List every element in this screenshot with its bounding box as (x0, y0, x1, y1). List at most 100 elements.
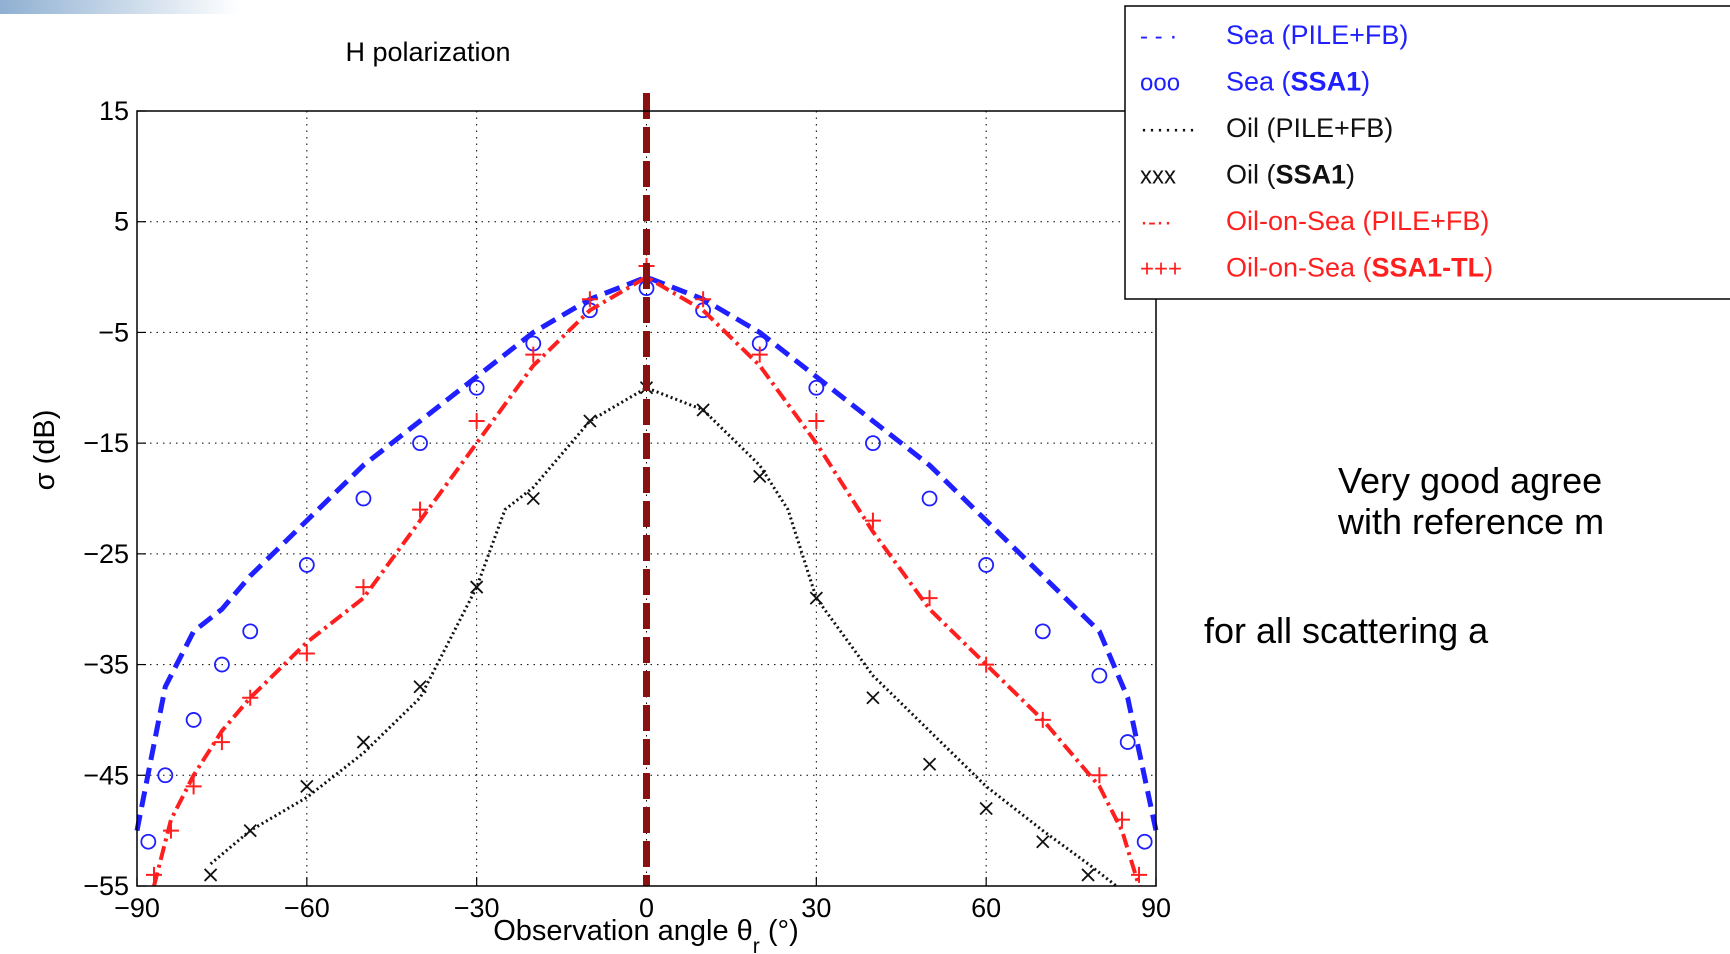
data-point (581, 291, 598, 308)
legend-label: Oil-on-Sea (PILE+FB) (1226, 206, 1489, 236)
y-tick-label: −55 (83, 871, 129, 901)
data-point (203, 868, 218, 882)
data-point (355, 579, 372, 596)
y-tick-label: −45 (83, 760, 129, 790)
grid (136, 110, 1157, 887)
data-point (865, 435, 881, 452)
legend-label: Sea (PILE+FB) (1226, 20, 1408, 50)
series-oil_ssa1 (203, 381, 1095, 882)
legend-label: Oil (PILE+FB) (1226, 113, 1393, 143)
legend-symbol: ······· (1140, 116, 1196, 143)
data-point (157, 767, 174, 784)
legend-box (1124, 5, 1730, 300)
legend-symbol: ooo (1140, 70, 1180, 97)
data-point (412, 501, 429, 518)
data-point (866, 691, 880, 705)
series-sea_ssa1 (140, 280, 1153, 850)
data-point (242, 623, 259, 640)
legend-item: - - · Sea (PILE+FB) (1140, 20, 1408, 50)
series-line (152, 274, 1141, 887)
y-tick-label: −5 (98, 317, 129, 347)
legend-item: ······· Oil (PILE+FB) (1140, 113, 1393, 143)
data-point (921, 590, 938, 607)
data-point (243, 824, 257, 838)
data-point (162, 822, 179, 839)
tick-labels: −90 −60 −30 0 30 60 90 15 5 −5 −15 −25 −35 −45 −55 (83, 96, 1171, 923)
y-tick-label: −35 (83, 650, 129, 680)
data-point (413, 680, 427, 694)
x-tick-label: 90 (1141, 893, 1171, 923)
legend-symbol: - - · (1140, 23, 1177, 50)
series-sea_pile (134, 274, 1159, 832)
data-point (468, 413, 485, 429)
data-point (809, 591, 823, 605)
annotation-line-3: for all scattering a (1204, 610, 1489, 651)
y-tick-label: 5 (114, 207, 129, 237)
data-point (808, 413, 825, 429)
data-point (470, 580, 484, 594)
series-oos_pile (152, 274, 1141, 887)
y-tick-label: −25 (83, 539, 129, 569)
data-point (140, 833, 157, 850)
y-axis-label: σ (dB) (29, 410, 61, 491)
x-tick-label: −30 (454, 893, 500, 923)
legend-label: Oil-on-Sea (SSA1-TL) (1226, 253, 1493, 283)
data-point (979, 801, 993, 816)
x-tick-label: 30 (801, 893, 831, 923)
data-point (300, 779, 314, 793)
series-line (209, 386, 1118, 888)
data-point (1136, 833, 1153, 850)
legend: - - · Sea (PILE+FB) ooo Sea (SSA1) ······· Oi… (1124, 5, 1730, 300)
data-point (808, 379, 825, 396)
series-oos_ssa1tl (145, 258, 1148, 883)
x-tick-label: 0 (639, 893, 654, 923)
data-point (526, 491, 540, 506)
data-point (242, 689, 259, 706)
slide-accent-bar (0, 0, 240, 14)
annotation-line-2: with reference m (1338, 501, 1605, 542)
x-tick-label: −60 (284, 893, 330, 923)
annotation-line-1: Very good agree (1338, 460, 1603, 501)
data-point (185, 712, 202, 728)
data-point (1091, 767, 1108, 784)
data-point (753, 469, 767, 483)
legend-item: ooo Sea (SSA1) (1140, 67, 1370, 97)
legend-symbol: xxx (1140, 163, 1176, 190)
data-point (525, 346, 542, 363)
data-point (751, 346, 768, 363)
data-point (1091, 667, 1108, 684)
data-point (356, 735, 371, 749)
x-axis-label: Observation angle θr (°) (493, 915, 799, 954)
data-point (355, 490, 372, 507)
data-point (145, 866, 162, 883)
series-line (134, 274, 1159, 832)
data-point (1131, 866, 1148, 883)
data-point (696, 403, 710, 417)
plot-frame (136, 110, 1157, 887)
series-oil_pile (209, 386, 1118, 888)
legend-item: +++ Oil-on-Sea (SSA1-TL) (1140, 253, 1493, 283)
series-layer (134, 258, 1159, 888)
x-tick-label: −90 (114, 893, 160, 923)
data-point (1034, 711, 1051, 728)
data-point (1034, 623, 1051, 640)
legend-label: Sea (SSA1) (1226, 67, 1370, 97)
data-point (1114, 811, 1131, 828)
data-point (214, 656, 230, 673)
data-point (213, 734, 230, 751)
data-point (864, 512, 881, 529)
data-point (412, 435, 428, 452)
data-point (583, 414, 597, 428)
legend-symbol: +++ (1140, 256, 1182, 283)
y-tick-label: 15 (99, 96, 129, 126)
data-point (298, 557, 315, 573)
data-point (1081, 868, 1095, 882)
y-tick-label: −15 (83, 428, 129, 458)
data-point (298, 645, 315, 662)
chart-title: H polarization (345, 37, 510, 67)
legend-label: Oil (SSA1) (1226, 160, 1355, 190)
data-point (185, 778, 202, 795)
legend-item: ·-·· Oil-on-Sea (PILE+FB) (1140, 206, 1489, 236)
data-point (1119, 734, 1136, 750)
